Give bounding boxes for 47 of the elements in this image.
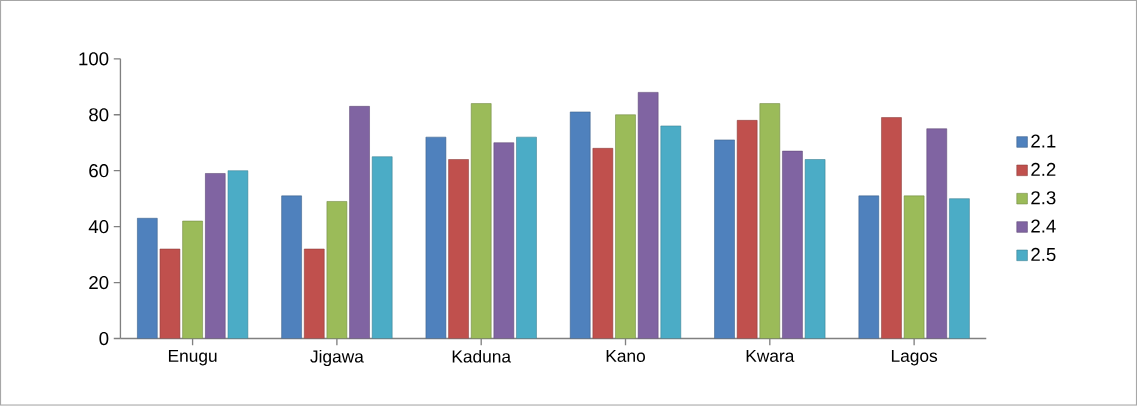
x-tick-label: Kaduna	[452, 350, 512, 363]
bar	[470, 103, 492, 339]
x-tick-label: Kano	[606, 350, 645, 363]
x-tick-label: Kwara	[746, 350, 795, 363]
y-tick-label: 0	[99, 332, 109, 346]
x-tick-label: Lagos	[891, 350, 938, 366]
bar	[137, 218, 158, 339]
bar	[926, 128, 948, 339]
bar	[714, 139, 735, 339]
bar	[858, 195, 880, 339]
bar	[903, 195, 925, 339]
bar	[637, 92, 659, 339]
legend-label: 2.5	[1031, 247, 1056, 262]
legend-label: 2.1	[1031, 134, 1056, 148]
legend-label: 2.3	[1031, 191, 1056, 205]
bar	[349, 106, 370, 339]
bar	[516, 137, 537, 339]
bar	[660, 125, 682, 339]
y-tick-label: 80	[89, 108, 109, 122]
bar	[326, 201, 348, 339]
x-tick-label: Jigawa	[310, 350, 364, 367]
bar	[949, 198, 970, 339]
bar	[615, 114, 636, 339]
bar	[159, 248, 181, 339]
y-tick-label: 60	[89, 164, 109, 178]
bar	[227, 170, 249, 339]
y-tick-label: 100	[79, 52, 109, 66]
bar	[281, 195, 302, 339]
bar	[493, 142, 515, 339]
bar	[804, 159, 826, 339]
bar	[736, 120, 758, 339]
y-tick-label: 20	[89, 276, 109, 290]
bar	[569, 111, 591, 339]
legend-label: 2.2	[1031, 162, 1056, 176]
legend-label: 2.4	[1031, 219, 1056, 233]
bar	[881, 117, 902, 339]
bar	[204, 173, 226, 339]
bar	[371, 156, 393, 339]
bar	[759, 103, 781, 339]
bar	[182, 220, 203, 339]
y-tick-label: 40	[88, 220, 109, 234]
bar	[448, 159, 469, 339]
bar	[592, 148, 614, 339]
x-tick-label: Enugu	[168, 350, 217, 366]
bar	[782, 151, 803, 339]
bar	[425, 137, 447, 339]
bar	[303, 248, 325, 339]
